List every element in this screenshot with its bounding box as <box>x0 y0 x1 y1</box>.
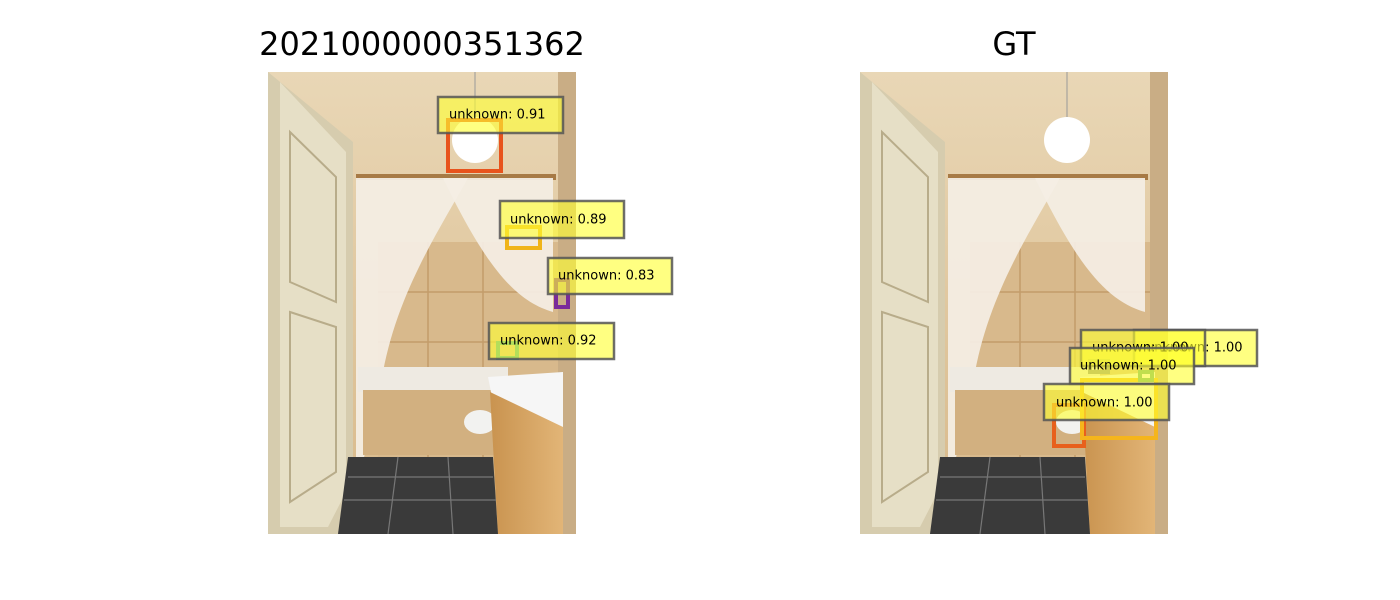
image <box>268 72 576 534</box>
panel-title: 2021000000351362 <box>259 25 585 63</box>
detection-label: unknown: 0.83 <box>558 269 655 284</box>
detection-label: unknown: 1.00 <box>1056 396 1153 411</box>
label-box <box>436 95 565 135</box>
label-box <box>1042 382 1171 422</box>
label-box <box>498 199 626 240</box>
label-box <box>487 321 616 361</box>
label-box <box>546 256 674 296</box>
image <box>860 72 1168 534</box>
detection-label: unknown: 0.89 <box>510 213 607 228</box>
label-box <box>1068 346 1196 386</box>
detection-label: unknown: 1.00 <box>1080 359 1177 374</box>
detection-label: unknown: 0.92 <box>500 334 597 349</box>
panel-title: GT <box>992 25 1036 63</box>
detection-label: unknown: 0.91 <box>449 108 546 123</box>
